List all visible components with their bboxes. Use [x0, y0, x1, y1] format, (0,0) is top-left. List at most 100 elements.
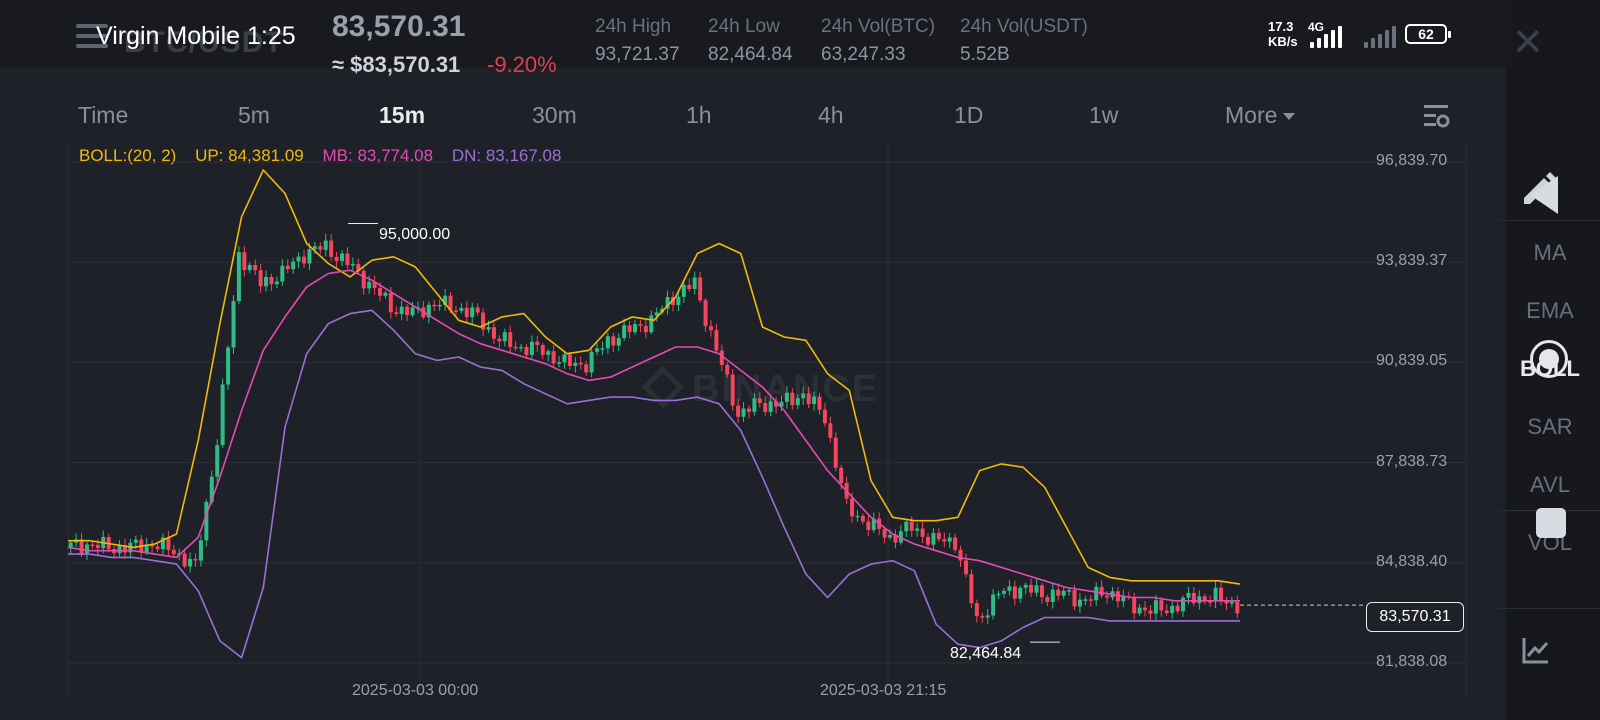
boll-mb-value: MB: 83,774.08: [322, 146, 434, 165]
candle-body: [519, 346, 524, 349]
candle-body: [795, 398, 800, 406]
candle-body: [589, 351, 594, 373]
stat-24h-high: 24h High 93,721.37: [595, 16, 680, 66]
candle-body: [84, 544, 89, 554]
tab-1h[interactable]: 1h: [686, 102, 712, 128]
candle-body: [1056, 589, 1061, 596]
chart-settings-icon[interactable]: [1520, 634, 1552, 666]
candle-body: [985, 615, 990, 618]
indicator-ema[interactable]: EMA: [1526, 298, 1574, 323]
network-type: 4G: [1308, 20, 1325, 34]
back-triangle-icon[interactable]: [1530, 176, 1558, 214]
candle-body: [698, 277, 703, 301]
candle-body: [622, 325, 627, 339]
candle-body: [291, 261, 296, 270]
candle-body: [508, 332, 513, 347]
candle-body: [296, 256, 301, 262]
candle-body: [611, 336, 616, 346]
candle-body: [730, 374, 735, 406]
price-chart[interactable]: [0, 138, 1470, 698]
candle-body: [817, 396, 822, 410]
stat-24h-vol-btc: 24h Vol(BTC) 63,247.33: [821, 16, 935, 66]
candle-body: [377, 288, 382, 296]
candle-body: [839, 467, 844, 483]
tab-1d[interactable]: 1D: [954, 102, 984, 128]
candle-body: [763, 402, 768, 412]
tab-15m[interactable]: 15m: [379, 102, 426, 128]
pair-title[interactable]: BTC/USDT: [124, 26, 284, 59]
candle-body: [209, 476, 214, 502]
candle-body: [1012, 586, 1017, 599]
candle-body: [1229, 601, 1234, 604]
candle-body: [687, 284, 692, 289]
candle-body: [1115, 591, 1120, 602]
x-tick-label: 2025-03-03 00:00: [352, 682, 479, 699]
boll-dn-value: DN: 83,167.08: [451, 146, 562, 165]
candle-body: [323, 240, 328, 250]
candle-body: [578, 362, 583, 365]
y-tick-label: 81,838.08: [1376, 653, 1448, 670]
candle-body: [1007, 586, 1012, 591]
tab-more[interactable]: More: [1225, 102, 1296, 129]
stat-label: 24h Low: [708, 16, 780, 37]
candle-body: [486, 327, 491, 330]
candle-body: [774, 401, 779, 407]
candle-body: [350, 264, 355, 266]
boll-dn-line: [68, 309, 1240, 659]
indicator-avl[interactable]: AVL: [1530, 472, 1570, 497]
indicator-ma[interactable]: MA: [1533, 240, 1567, 265]
candle-body: [649, 315, 654, 333]
candle-body: [991, 594, 996, 616]
menu-icon[interactable]: [76, 24, 108, 54]
candle-body: [1121, 596, 1126, 602]
y-tick-label: 87,838.73: [1376, 452, 1448, 470]
tab-5m[interactable]: 5m: [238, 102, 270, 128]
candle-body: [464, 307, 469, 318]
chart-settings-sliders-icon[interactable]: [1422, 102, 1452, 130]
candle-body: [746, 408, 751, 412]
candle-body: [784, 392, 789, 402]
candle-body: [280, 265, 285, 282]
candle-body: [980, 616, 985, 618]
candle-body: [133, 539, 138, 543]
candle-body: [768, 401, 773, 412]
candle-body: [909, 521, 914, 531]
candle-body: [405, 306, 410, 316]
candle-body: [274, 281, 279, 285]
tab-30m[interactable]: 30m: [532, 102, 577, 128]
candle-body: [312, 246, 317, 250]
candle-body: [1224, 600, 1229, 604]
high-annotation: 95,000.00: [379, 226, 451, 243]
candle-body: [448, 295, 453, 311]
candle-body: [388, 292, 393, 313]
tab-1w[interactable]: 1w: [1089, 102, 1119, 128]
candle-body: [1202, 596, 1207, 602]
square-button-icon[interactable]: [1536, 508, 1566, 538]
tab-4h[interactable]: 4h: [818, 102, 844, 128]
y-tick-label: 96,839.70: [1376, 152, 1448, 169]
candle-body: [752, 398, 757, 412]
candle-body: [215, 445, 220, 477]
candle-body: [790, 392, 795, 406]
candle-body: [551, 351, 556, 364]
boll-up-value: UP: 84,381.09: [195, 146, 304, 165]
network-speed-value: 17.3: [1268, 19, 1294, 34]
indicator-sar[interactable]: SAR: [1527, 414, 1573, 439]
candle-body: [540, 345, 545, 355]
candle-body: [95, 544, 100, 549]
boll-selected-icon[interactable]: [1530, 340, 1568, 378]
candle-body: [383, 292, 388, 296]
candle-body: [627, 325, 632, 333]
candle-body: [307, 249, 312, 264]
close-icon[interactable]: ✕: [1512, 22, 1544, 64]
candle-body: [329, 240, 334, 257]
candle-body: [443, 295, 448, 305]
candle-body: [893, 535, 898, 543]
candle-body: [1029, 584, 1034, 593]
candle-body: [822, 409, 827, 424]
candle-body: [741, 408, 746, 417]
candle-body: [703, 300, 708, 327]
stat-label: 24h Vol(BTC): [821, 16, 936, 37]
candle-body: [605, 336, 610, 349]
tab-time[interactable]: Time: [78, 102, 129, 128]
